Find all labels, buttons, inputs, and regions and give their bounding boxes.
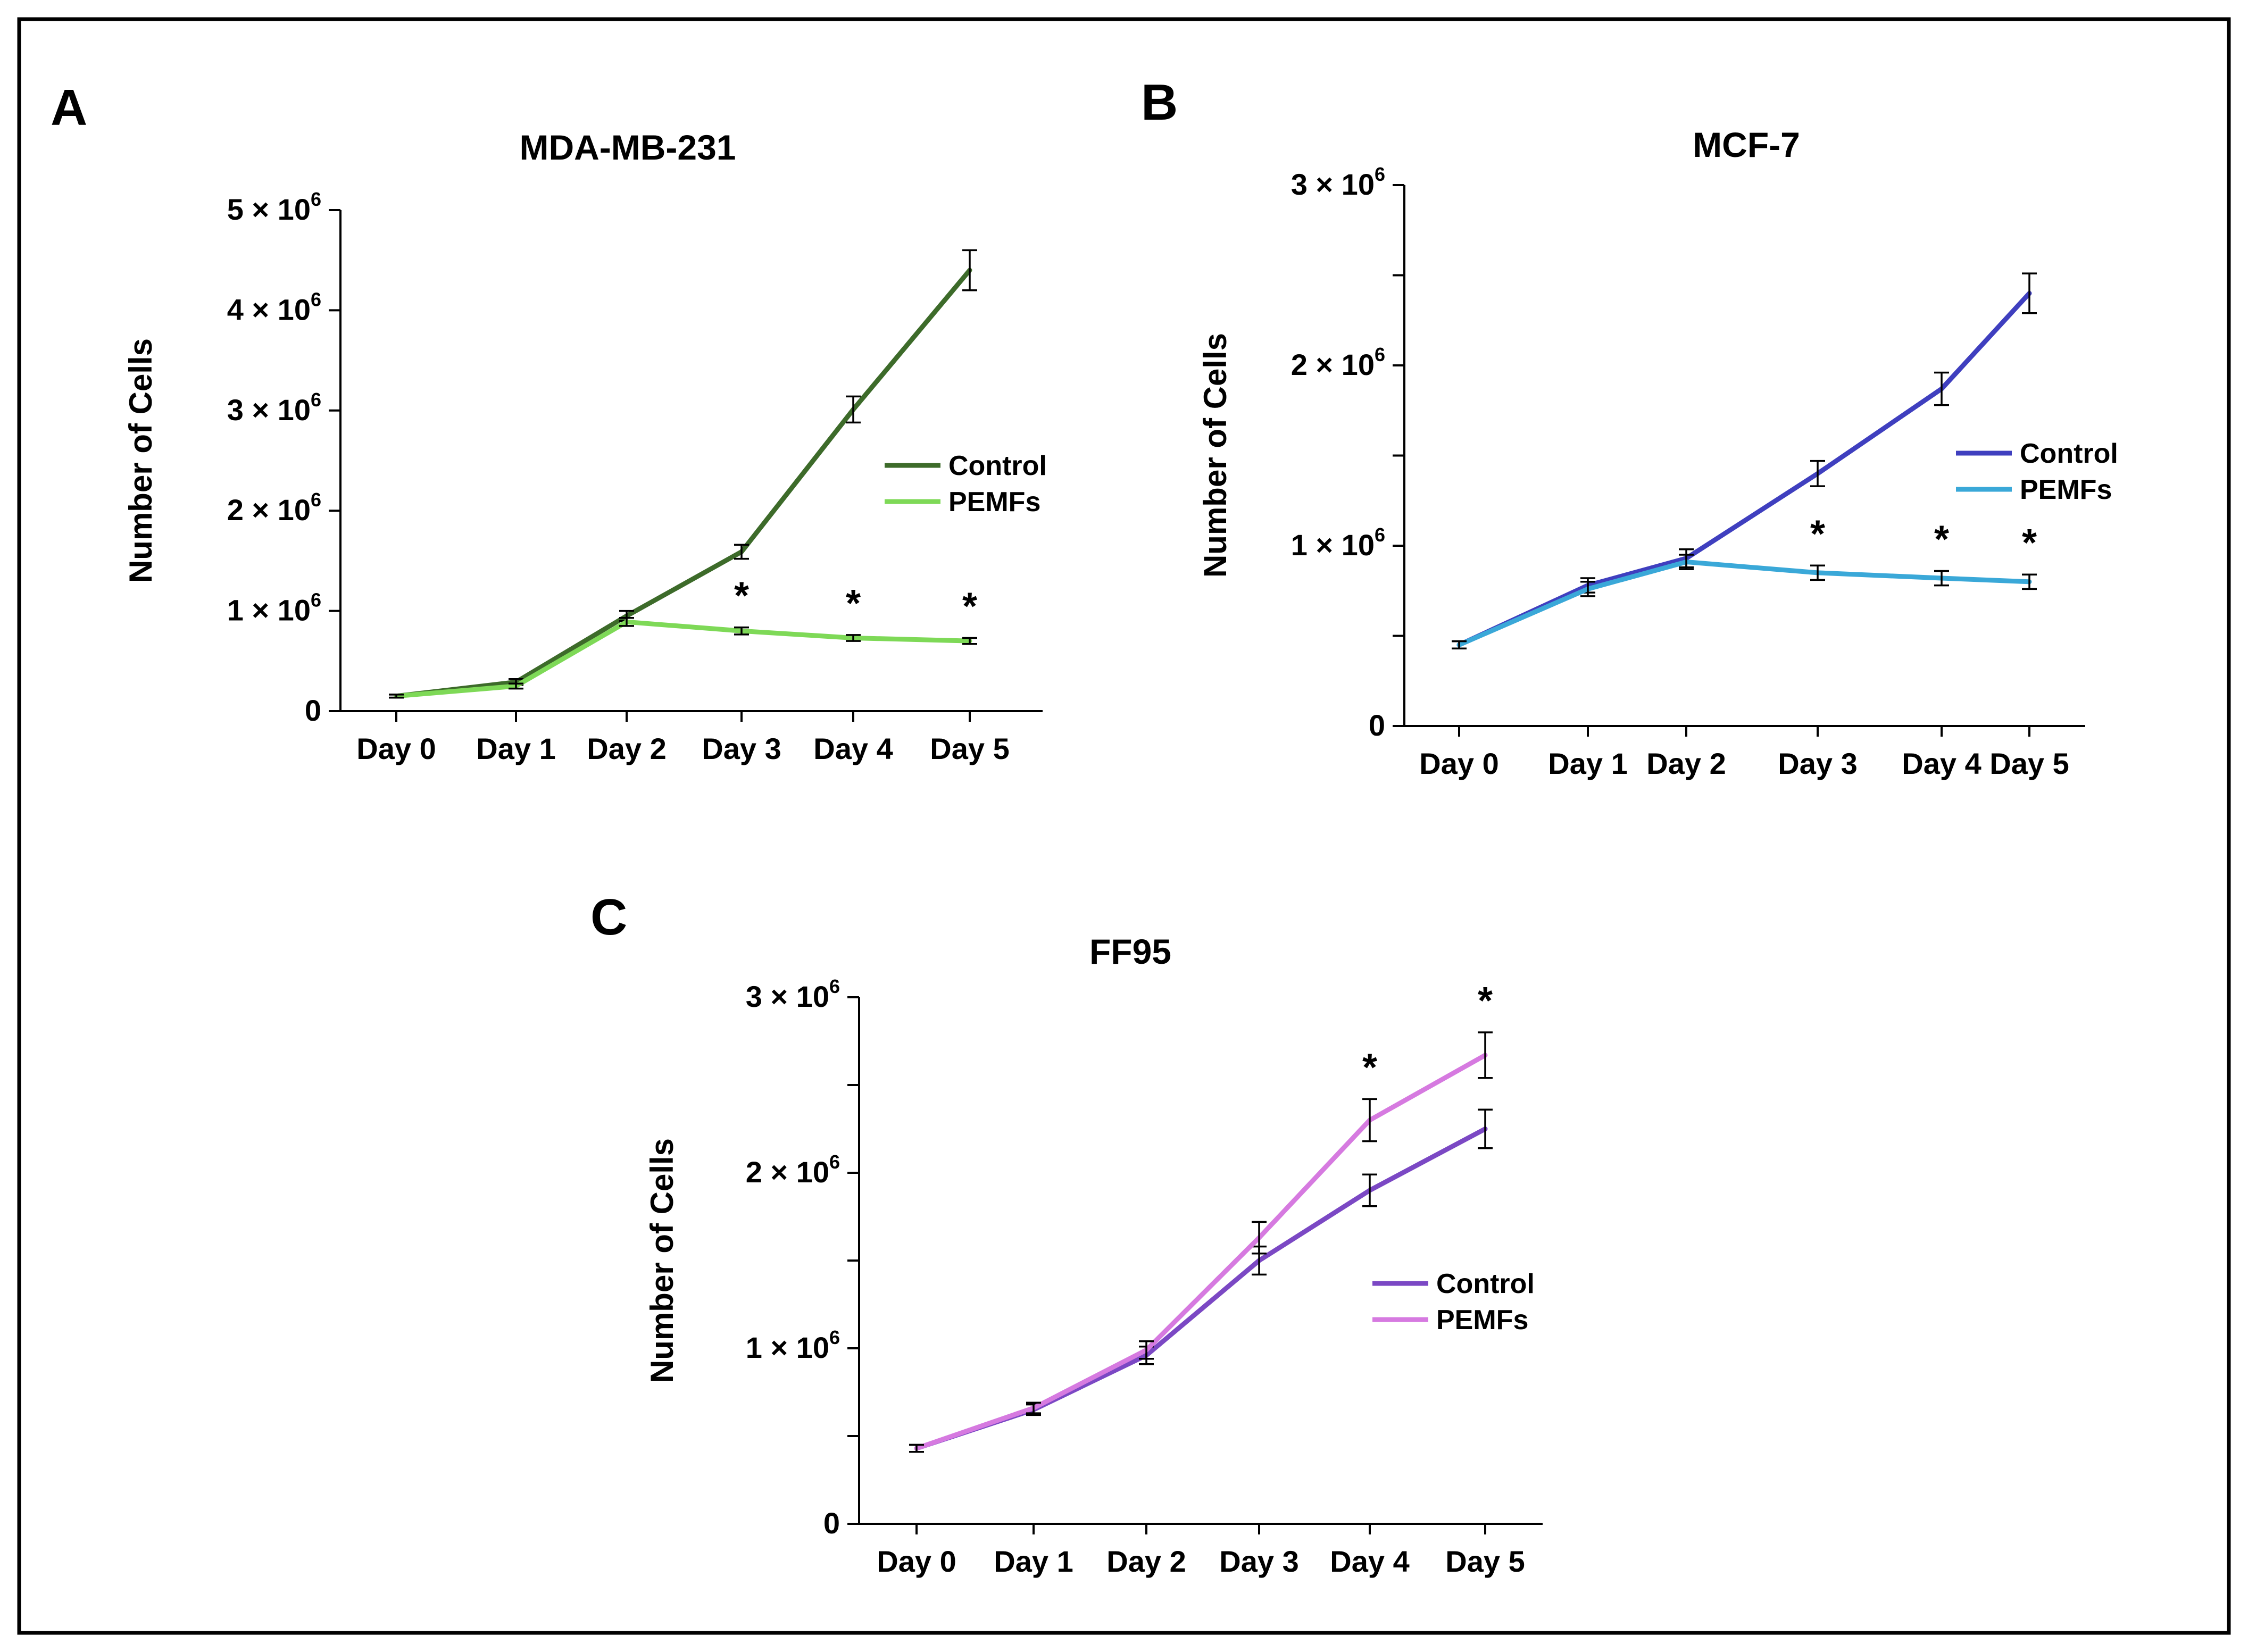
error-bar-control [1362,1173,1377,1207]
y-axis-label: Number of Cells [123,338,159,583]
significance-marker: * [1362,1046,1377,1089]
error-bar-pemfs [509,682,523,690]
error-bar-pemfs [962,637,977,645]
x-tick-label-day-4: Day 4 [1330,1545,1409,1578]
y-tick-label: 0 [305,694,321,727]
significance-marker: * [962,585,977,628]
x-tick-label-day-1: Day 1 [1548,747,1627,780]
y-axis-label: Number of Cells [1197,333,1233,578]
error-bar-pemfs [734,626,749,636]
y-tick-label: 3 × 106 [746,975,840,1013]
series-line-control [1456,290,2032,647]
y-tick-label: 5 × 106 [227,188,321,226]
significance-marker: * [1810,513,1825,555]
y-tick-label: 1 × 106 [1291,524,1385,562]
error-bar-control [1934,371,1949,406]
y-axis-label: Number of Cells [644,1138,680,1383]
error-bar-pemfs [1026,1401,1041,1414]
legend-label: PEMFs [948,487,1040,518]
x-tick-label-day-5: Day 5 [1445,1545,1525,1578]
error-bar-pemfs [1810,564,1825,581]
legend-entry-control: Control [1956,438,2118,469]
error-bar-pemfs [1252,1221,1267,1255]
x-tick-label-day-2: Day 2 [587,732,666,765]
x-tick-label-day-1: Day 1 [994,1545,1073,1578]
legend-entry-pemfs: PEMFs [885,487,1040,518]
legend-entry-pemfs: PEMFs [1956,474,2112,505]
error-bar-pemfs [1362,1098,1377,1142]
y-tick-label: 1 × 106 [746,1326,840,1364]
y-tick-label: 3 × 106 [227,389,321,427]
error-bar-pemfs [1452,640,1467,649]
y-tick-label: 2 × 106 [1291,344,1385,381]
panel-letter: C [590,889,627,946]
figure-border [17,17,2231,1635]
x-tick-label-day-2: Day 2 [1646,747,1726,780]
y-tick-label: 2 × 106 [227,489,321,527]
y-tick-label: 0 [823,1506,840,1540]
error-bar-pemfs [1580,581,1595,597]
legend-entry-pemfs: PEMFs [1372,1305,1528,1336]
error-bar-control [2022,272,2037,314]
chart-ff95: C FF95 Number of Cells 0 1 × 106 2 × 106 3 × 1… [590,889,1543,1578]
x-tick-label-day-1: Day 1 [476,732,555,765]
chart-title: MCF-7 [1693,125,1800,164]
error-bar-pemfs [1934,570,1949,587]
x-tick-label-day-3: Day 3 [1778,747,1857,780]
error-bar-control [962,249,977,291]
x-tick-label-day-5: Day 5 [1989,747,2069,780]
series-line-control [394,268,972,699]
x-tick-label-day-2: Day 2 [1106,1545,1186,1578]
x-tick-label-day-3: Day 3 [1219,1545,1298,1578]
error-bar-control [1810,460,1825,487]
y-tick-label: 4 × 106 [227,288,321,326]
error-bar-control [1478,1108,1493,1149]
x-tick-label-day-0: Day 0 [877,1545,956,1578]
y-tick-label: 3 × 106 [1291,163,1385,201]
x-tick-label-day-4: Day 4 [1902,747,1981,780]
x-tick-label-day-4: Day 4 [813,732,893,765]
legend-label: PEMFs [1436,1305,1528,1336]
x-tick-label-day-0: Day 0 [1419,747,1498,780]
error-bar-control [734,544,749,560]
y-tick-label: 2 × 106 [746,1151,840,1189]
legend-entry-control: Control [885,450,1047,481]
legend-label: Control [2020,438,2118,469]
error-bar-pemfs [1679,554,1694,570]
legend-label: Control [948,450,1047,481]
chart-title: MDA-MB-231 [519,128,736,167]
error-bar-pemfs [619,617,634,627]
chart-mda-mb-231: A MDA-MB-231 Number of Cells 0 1 × 106 2 × 10… [51,79,1047,765]
significance-marker: * [1934,518,1949,561]
chart-title: FF95 [1089,932,1171,971]
error-bar-pemfs [1478,1031,1493,1079]
error-bar-control [846,395,861,424]
x-tick-label-day-0: Day 0 [356,732,436,765]
significance-marker: * [1478,980,1493,1022]
x-tick-label-day-5: Day 5 [930,732,1009,765]
legend-label: PEMFs [2020,474,2112,505]
y-tick-label: 1 × 106 [227,589,321,627]
x-tick-label-day-3: Day 3 [702,732,781,765]
series-line-pemfs [394,619,972,699]
series-line-pemfs [914,1053,1488,1451]
legend-entry-control: Control [1372,1269,1535,1299]
panel-letter: B [1141,74,1178,131]
y-tick-label: 0 [1369,708,1385,742]
significance-marker: * [734,575,749,618]
significance-marker: * [2022,522,2037,564]
error-bar-pemfs [909,1444,924,1453]
panel-letter: A [51,79,87,136]
error-bar-pemfs [846,634,861,642]
error-bar-pemfs [1139,1340,1154,1360]
significance-marker: * [846,582,861,625]
chart-mcf-7: B MCF-7 Number of Cells 0 1 × 106 2 × 106 3 × … [1141,74,2118,780]
legend-label: Control [1436,1269,1535,1299]
series-line-pemfs [1456,560,2032,647]
error-bar-pemfs [2022,573,2037,590]
error-bar-pemfs [389,694,404,699]
